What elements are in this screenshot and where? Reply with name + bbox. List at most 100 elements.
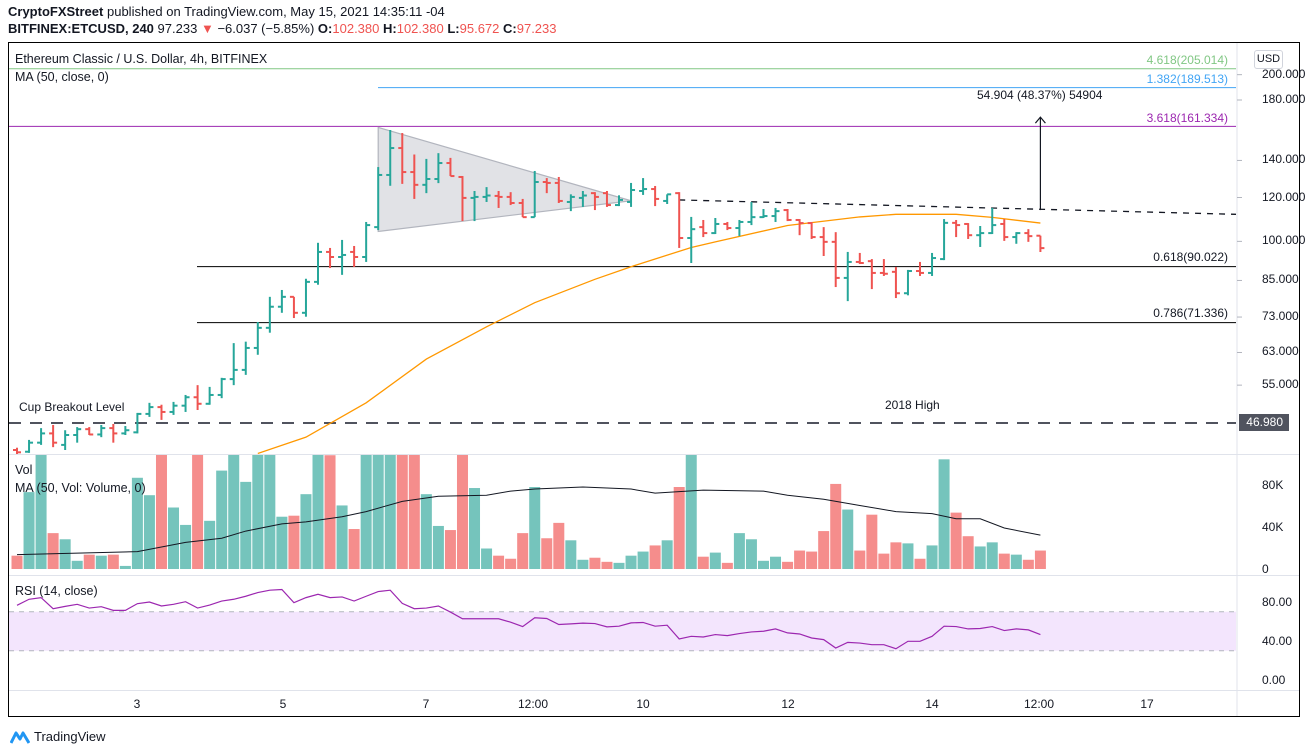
volume-bar <box>565 540 577 569</box>
volume-bar <box>59 539 71 569</box>
symbol: BITFINEX:ETCUSD, 240 <box>8 21 154 36</box>
volume-bar <box>1034 550 1046 569</box>
ohlc-bar <box>807 221 816 239</box>
volume-bar <box>770 556 782 569</box>
volume-bar <box>517 533 529 569</box>
rsi-legend[interactable]: RSI (14, close) <box>15 584 98 598</box>
time-label: 7 <box>422 697 430 711</box>
ohlc-bar <box>1012 232 1021 244</box>
ohlc-bar <box>578 190 587 207</box>
time-label: 10 <box>636 697 650 711</box>
ohlc-bar <box>314 242 322 285</box>
price-axis-label: 180.000 <box>1262 92 1306 106</box>
price-pane <box>9 68 1236 454</box>
ohlc-bar <box>398 133 407 184</box>
volume-bar <box>396 455 408 569</box>
ohlc-bar <box>916 261 924 276</box>
logo-text: TradingView <box>34 729 106 744</box>
ohlc-bar <box>867 259 876 290</box>
ohlc-bar <box>374 167 383 231</box>
volume-bar <box>420 494 432 569</box>
volume-pane <box>11 455 1046 569</box>
price-axis-label: 55.000 <box>1262 377 1299 392</box>
ohlc-bar <box>976 225 985 247</box>
volume-bar <box>216 470 228 569</box>
ohlc-bar <box>181 394 190 412</box>
ohlc-bar <box>891 266 900 299</box>
volume-bar <box>529 487 541 569</box>
tradingview-logo[interactable]: TradingView <box>10 729 106 744</box>
volume-bar <box>372 455 384 569</box>
ohlc-bar <box>13 447 21 454</box>
volume-bar <box>878 553 890 569</box>
vol-axis-80k: 80K <box>1262 478 1284 492</box>
volume-bar <box>481 548 493 569</box>
fib-label: 1.382(189.513) <box>1146 72 1228 86</box>
volume-bar <box>673 487 685 569</box>
ma50-line <box>257 213 1041 454</box>
rsi-line <box>16 588 1041 650</box>
vol-legend[interactable]: Vol <box>15 463 33 477</box>
vol-axis-40k: 40K <box>1262 520 1284 534</box>
ohlc-bar <box>855 252 864 265</box>
ohlc-bar <box>49 425 58 448</box>
ohlc-bar <box>627 182 636 207</box>
ohlc-bar <box>229 343 238 386</box>
high-value: 102.380 <box>396 21 444 36</box>
ma-legend[interactable]: MA (50, close, 0) <box>15 70 109 84</box>
ohlc-bar <box>687 216 696 263</box>
ohlc-bar <box>253 322 262 355</box>
ohlc-bar <box>783 209 792 222</box>
volume-bar <box>974 546 986 569</box>
ohlc-bar <box>386 129 395 186</box>
volume-bar <box>830 483 842 569</box>
resistance-line <box>679 199 1236 215</box>
ohlc-bar <box>121 426 130 436</box>
volume-bar <box>107 554 119 569</box>
ohlc-bar <box>109 423 118 443</box>
ohlc-bar <box>350 245 359 267</box>
volume-bar <box>998 553 1010 569</box>
price-axis-label: 63.000 <box>1262 344 1299 359</box>
volume-bar <box>180 524 192 569</box>
volume-bar <box>312 455 324 569</box>
price-change: −6.037 (−5.85%) <box>217 21 315 36</box>
ohlc-bar <box>301 278 310 317</box>
fib-label: 0.786(71.336) <box>1153 306 1228 320</box>
volume-bar <box>625 555 637 569</box>
ohlc-bar <box>446 157 455 178</box>
volume-bar <box>782 561 794 569</box>
ohlc-bar <box>530 170 539 219</box>
currency-button[interactable]: USD <box>1254 50 1283 69</box>
ohlc-bar <box>482 187 491 202</box>
ohlc-bar <box>277 289 286 313</box>
volume-bar <box>35 455 47 569</box>
volume-bar <box>1022 559 1034 569</box>
volume-bar <box>288 515 300 569</box>
ohlc-bar <box>651 185 660 207</box>
vol-ma-legend[interactable]: MA (50, Vol: Volume, 0) <box>15 481 146 495</box>
ohlc-bar <box>602 190 611 207</box>
volume-bar <box>794 550 806 569</box>
volume-bar <box>553 522 565 569</box>
time-label: 17 <box>1140 697 1154 711</box>
volume-bar <box>589 557 601 569</box>
chart-title: Ethereum Classic / U.S. Dollar, 4h, BITF… <box>15 52 268 66</box>
ohlc-bar <box>639 178 648 195</box>
volume-bar <box>155 455 167 569</box>
cup-level-price-label: 46.980 <box>1239 414 1289 431</box>
volume-bar <box>83 554 95 569</box>
volume-ma-line <box>16 486 1041 556</box>
ohlc-bar <box>590 192 599 211</box>
ohlc-bar <box>265 296 274 333</box>
volume-bar <box>709 552 721 569</box>
volume-bar <box>541 538 553 569</box>
high-label: H: <box>383 21 397 36</box>
ohlc-bar <box>1000 219 1009 241</box>
volume-bar <box>384 455 396 569</box>
ohlc-bar <box>940 219 949 261</box>
volume-bar <box>721 562 733 569</box>
price-axis-label: 85.000 <box>1262 272 1299 287</box>
chart-frame <box>8 42 1300 717</box>
